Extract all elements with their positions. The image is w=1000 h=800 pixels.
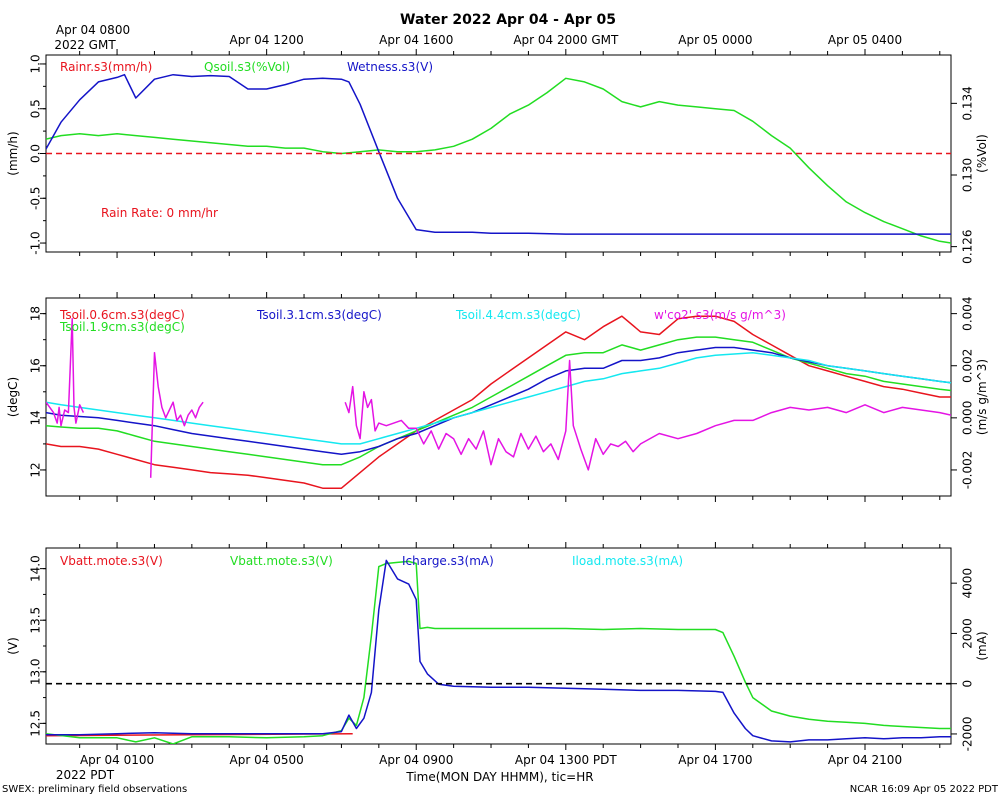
y-right-tick-label: 4000 (961, 568, 975, 599)
y-left-tick-label: 0.0 (29, 144, 43, 163)
y-left-tick-label: 1.0 (29, 54, 43, 73)
series-group (46, 73, 951, 244)
top-time-label: Apr 04 1600 (379, 33, 453, 47)
y-right-tick-label: -0.002 (961, 451, 975, 490)
panel-frame (45, 547, 952, 745)
legend-label: Wetness.s3(V) (347, 60, 433, 74)
series-line-red (46, 315, 951, 489)
bottom-time-label: Apr 04 0900 (379, 753, 453, 767)
legend-label: Tsoil.1.9cm.s3(degC) (59, 320, 185, 334)
x-axis-label: Time(MON DAY HHMM), tic=HR (405, 770, 593, 784)
bottom-time-label: Apr 04 2100 (828, 753, 902, 767)
legend-label: Vbatt.mote.s3(V) (230, 554, 333, 568)
series-line-magenta (344, 359, 951, 471)
y-left-tick-label: 0.5 (29, 99, 43, 118)
panel-2: 18 16 14 12 (degC) 0.004 0.002 0.000 -0.002 (m/s … (6, 292, 989, 502)
y-right-label: (mA) (975, 631, 989, 660)
legend-label: Tsoil.0.6cm.s3(degC) (59, 308, 185, 322)
y-right-label: (m/s g/m^3) (975, 359, 989, 435)
bottom-year-label: 2022 PDT (56, 768, 115, 782)
legend-label: Qsoil.s3(%Vol) (204, 60, 290, 74)
y-left-tick-label: -1.0 (29, 231, 43, 254)
y-right-tick-label: 0.126 (961, 229, 975, 263)
legend-label: Vbatt.mote.s3(V) (60, 554, 163, 568)
top-time-label: Apr 04 1200 (230, 33, 304, 47)
y-left-tick-label: 12 (29, 462, 43, 477)
panel-3: 14.0 13.5 13.0 12.5 (V) 4000 2000 0 -2000 (mA) Vba… (6, 542, 989, 751)
series-line-blue (46, 73, 951, 235)
footer-right: NCAR 16:09 Apr 05 2022 PDT (850, 784, 999, 795)
top-time-label: Apr 04 0800 (56, 23, 130, 37)
legend-label: Iload.mote.s3(mA) (572, 554, 683, 568)
bottom-time-label: Apr 04 1300 PDT (515, 753, 617, 767)
y-left-tick-label: 18 (29, 306, 43, 321)
y-right-tick-label: 0.134 (961, 86, 975, 120)
legend-label: Tsoil.4.4cm.s3(degC) (455, 308, 581, 322)
rain-rate-annotation: Rain Rate: 0 mm/hr (101, 206, 218, 220)
chart-title: Water 2022 Apr 04 - Apr 05 (400, 12, 616, 28)
footer-left: SWEX: preliminary field observations (2, 784, 187, 795)
legend-label: Icharge.s3(mA) (402, 554, 494, 568)
series-group (46, 315, 951, 489)
series-line-green (46, 560, 951, 744)
bottom-time-label: Apr 04 0100 (80, 753, 154, 767)
y-right-label: (%Vol) (975, 134, 989, 173)
top-time-axis: Apr 04 0800 Apr 04 1200 Apr 04 1600 Apr 04 … (54, 23, 902, 52)
top-time-label: Apr 05 0400 (828, 33, 902, 47)
y-right-tick-label: 0.002 (961, 349, 975, 383)
series-group (46, 559, 951, 744)
top-time-label: Apr 04 2000 GMT (513, 33, 619, 47)
series-line-blue (46, 346, 951, 456)
series-line-green (46, 336, 951, 466)
y-right-tick-label: 0.000 (961, 401, 975, 435)
series-line-blue (46, 559, 951, 743)
panel-1: 1.0 0.5 0.0 -0.5 -1.0 (mm/h) 0.134 0.130 0.126 (%… (6, 49, 989, 264)
series-line-magenta (149, 351, 204, 478)
y-left-tick-label: 12.5 (29, 710, 43, 737)
y-left-tick-label: 13.0 (29, 658, 43, 685)
top-time-label: Apr 05 0000 (678, 33, 752, 47)
y-right-tick-label: 2000 (961, 618, 975, 649)
legend-label: Rainr.s3(mm/h) (60, 60, 152, 74)
y-left-tick-label: 16 (29, 358, 43, 373)
panels: 1.0 0.5 0.0 -0.5 -1.0 (mm/h) 0.134 0.130 0.126 (%… (6, 49, 989, 751)
y-left-label: (mm/h) (6, 131, 20, 175)
y-right-tick-label: -2000 (961, 717, 975, 752)
bottom-time-label: Apr 04 0500 (230, 753, 304, 767)
y-left-tick-label: -0.5 (29, 187, 43, 210)
y-left-tick-label: 14.0 (29, 555, 43, 582)
series-line-cyan (46, 351, 951, 445)
y-left-label: (V) (6, 637, 20, 655)
y-left-label: (degC) (6, 377, 20, 417)
y-left-tick-label: 14 (29, 410, 43, 425)
bottom-time-axis: Apr 04 0100 Apr 04 0500 Apr 04 0900 Apr 04 … (56, 753, 902, 782)
y-left-tick-label: 13.5 (29, 607, 43, 634)
y-right-tick-label: 0.004 (961, 296, 975, 330)
y-right-tick-label: 0.130 (961, 158, 975, 192)
legend-label: Tsoil.3.1cm.s3(degC) (256, 308, 382, 322)
series-line-magenta (46, 318, 85, 427)
legend-label: w'co2'.s3(m/s g/m^3) (654, 308, 786, 322)
series-line-green (46, 77, 951, 244)
y-right-tick-label: 0 (961, 680, 975, 688)
bottom-time-label: Apr 04 1700 (678, 753, 752, 767)
top-year-label: 2022 GMT (54, 38, 116, 52)
